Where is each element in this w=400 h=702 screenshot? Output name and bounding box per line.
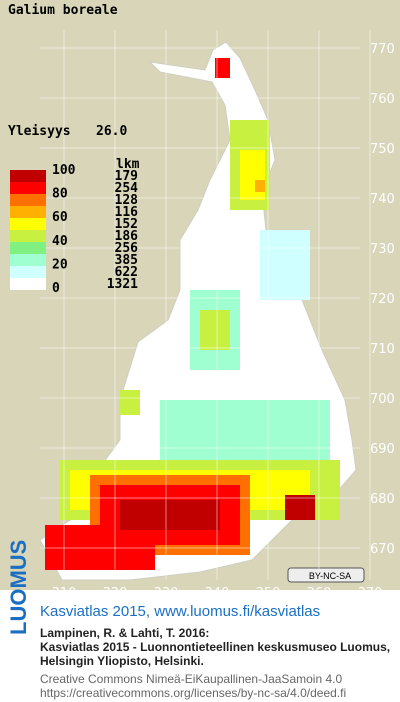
legend-count: 116 <box>115 205 139 220</box>
footer-background <box>0 590 400 702</box>
license-badge: BY-NC-SA <box>309 571 351 581</box>
legend-swatch <box>10 170 46 182</box>
citation-authors: Lampinen, R. & Lahti, T. 2016: <box>40 626 209 640</box>
legend-swatch <box>10 242 46 254</box>
northing-label: 770 <box>370 42 395 57</box>
legend-swatch <box>10 278 46 290</box>
easting-label: 330 <box>154 586 179 601</box>
license-badge-box <box>287 567 365 583</box>
title: Galium boreale <box>8 3 118 18</box>
legend-percent: 80 <box>52 187 68 202</box>
easting-label: 370 <box>358 586 383 601</box>
northing-label: 680 <box>370 492 395 507</box>
legend-count: 186 <box>115 229 139 244</box>
northing-label: 750 <box>370 142 395 157</box>
legend-swatch <box>10 206 46 218</box>
frequency-label: Yleisyys <box>8 124 71 139</box>
legend-swatch <box>10 182 46 194</box>
legend-count: 622 <box>115 265 138 280</box>
legend-percent: 20 <box>52 257 68 272</box>
citation-line: Kasviatlas 2015 - Luonnontieteellinen ke… <box>40 640 390 654</box>
frequency-value: 26.0 <box>96 124 127 139</box>
legend-count: 179 <box>115 169 138 184</box>
legend-count: 256 <box>115 241 139 256</box>
northing-label: 670 <box>370 542 395 557</box>
northing-label: 710 <box>370 342 395 357</box>
legend-count: 254 <box>115 181 139 196</box>
legend-swatch <box>10 266 46 278</box>
legend-percent: 100 <box>52 163 76 178</box>
legend-swatch <box>10 194 46 206</box>
legend-count: 128 <box>115 193 139 208</box>
easting-label: 350 <box>256 586 281 601</box>
northing-label: 720 <box>370 292 395 307</box>
northing-label: 690 <box>370 442 395 457</box>
legend-swatch <box>10 254 46 266</box>
license-name: Creative Commons Nimeä-EiKaupallinen-Jaa… <box>40 672 342 686</box>
headline: Kasviatlas 2015, www.luomus.fi/kasviatla… <box>40 603 320 620</box>
easting-label: 320 <box>103 586 128 601</box>
legend-count: 385 <box>115 253 138 268</box>
citation-line: Helsingin Yliopisto, Helsinki. <box>40 654 204 668</box>
license-url: https://creativecommons.org/licenses/by-… <box>40 686 346 700</box>
northing-label: 760 <box>370 92 395 107</box>
legend-swatch <box>10 218 46 230</box>
easting-label: 360 <box>307 586 332 601</box>
legend-percent: 0 <box>52 281 60 296</box>
northing-label: 730 <box>370 242 395 257</box>
legend-percent: 40 <box>52 234 68 249</box>
legend-swatch <box>10 230 46 242</box>
easting-label: 310 <box>52 586 77 601</box>
legend-count: 152 <box>115 217 138 232</box>
legend-header: lkm <box>116 157 140 172</box>
legend-count: 1321 <box>107 277 138 292</box>
northing-label: 700 <box>370 392 395 407</box>
northing-label: 740 <box>370 192 395 207</box>
easting-label: 340 <box>205 586 230 601</box>
logo: LUOMUS <box>6 540 31 635</box>
legend-percent: 60 <box>52 210 68 225</box>
